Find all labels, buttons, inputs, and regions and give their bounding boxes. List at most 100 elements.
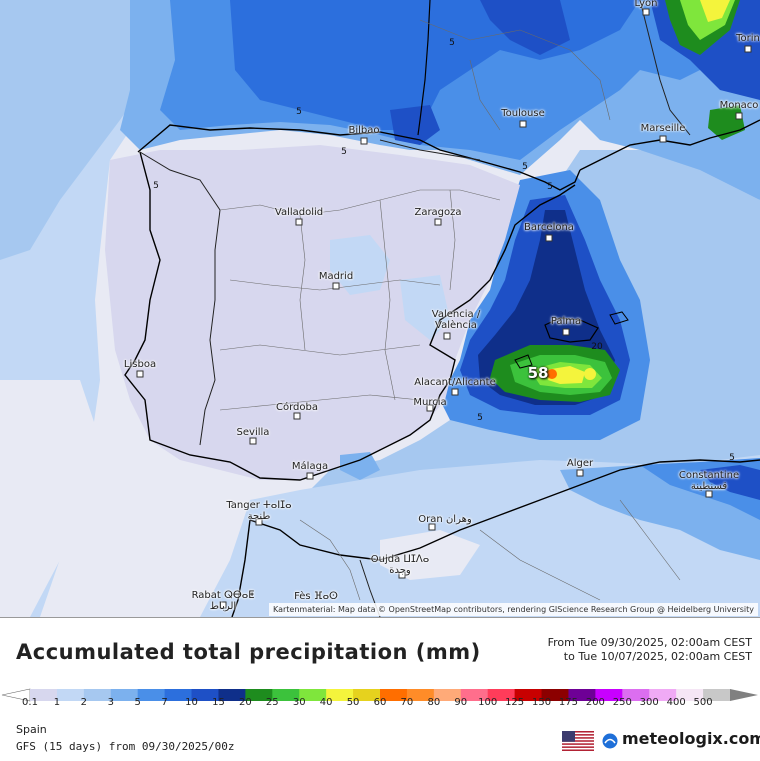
colorbar-swatch [460, 689, 489, 701]
colorbar-swatch [380, 689, 408, 701]
legend-colorbar [1, 688, 758, 702]
portugal-border [139, 151, 221, 446]
city-marker [136, 370, 144, 378]
city-marker [735, 112, 743, 120]
city-marker [744, 45, 752, 53]
malaga-precip [340, 452, 380, 480]
city-marker [705, 490, 713, 498]
region-name: Spain [16, 723, 47, 736]
colorbar-swatch [110, 689, 139, 701]
model-run-info: GFS (15 days) from 09/30/2025/00z [16, 740, 235, 753]
colorbar-swatch [272, 689, 300, 701]
colorbar-swatch [595, 689, 623, 701]
colorbar-tick-label: 60 [373, 697, 387, 708]
colorbar-swatch [676, 689, 704, 701]
colorbar-tick-label: 50 [346, 697, 360, 708]
city-label-murcia: Murcia [413, 397, 447, 408]
city-label-marseille: Marseille [640, 123, 686, 134]
atlantic-light-area [0, 380, 100, 617]
colorbar-tick-label: 10 [185, 697, 198, 708]
city-marker [255, 518, 263, 526]
colorbar-tick-label: 7 [161, 697, 168, 708]
city-marker [576, 469, 584, 477]
brand-name[interactable]: meteologix.com [622, 729, 760, 748]
city-label-valencia: Valencia / València [431, 309, 481, 331]
city-label-alger: Alger [566, 458, 594, 469]
city-marker [434, 218, 442, 226]
city-label-rabat: Rabat ⵕⴱⴰⵟ الرباط [191, 590, 255, 612]
colorbar-tick-label: 200 [585, 697, 605, 708]
city-marker [293, 412, 301, 420]
regional-borders [219, 19, 681, 601]
city-marker [332, 282, 340, 290]
iberia-precip-0.1mm [105, 145, 520, 480]
map-attribution: Kartenmaterial: Map data © OpenStreetMap… [268, 603, 758, 616]
africa-light-area [380, 530, 480, 580]
contour-label: 5 [296, 107, 302, 117]
biscay-precip-10mm [390, 105, 440, 145]
city-label-oran: Oran وهران [418, 514, 472, 525]
colorbar-swatch [487, 689, 516, 701]
city-label-valladolid: Valladolid [274, 207, 324, 218]
colorbar-swatch [514, 689, 543, 701]
colorbar-tick-label: 0.1 [22, 697, 38, 708]
contour-label: 5 [341, 147, 347, 157]
colorbar-arrow-high [730, 689, 758, 701]
colorbar-swatch [218, 689, 246, 701]
colorbar-swatch [568, 689, 596, 701]
colorbar-swatch [137, 689, 166, 701]
constantine-precip-10mm [700, 465, 760, 500]
us-flag-icon[interactable] [562, 731, 594, 751]
colorbar-swatch [83, 689, 112, 701]
colorbar-swatch [353, 689, 381, 701]
city-marker [562, 328, 570, 336]
precipitation-map[interactable]: 5 5 5 5 5 5 5 20 5 58 Lyon Torin Toulous… [0, 0, 760, 617]
menorca-coast [609, 311, 629, 325]
colorbar-tick-label: 25 [265, 697, 279, 708]
colorbar-tick-label: 90 [454, 697, 468, 708]
colorbar-swatch [299, 689, 327, 701]
colorbar-tick-label: 175 [558, 697, 578, 708]
city-marker [295, 218, 303, 226]
colorbar-swatch [245, 689, 273, 701]
colorbar-tick-label: 100 [478, 697, 498, 708]
city-marker [428, 523, 436, 531]
north-coastline [137, 124, 581, 191]
city-marker [642, 8, 650, 16]
madrid-precip [330, 235, 390, 295]
city-label-torin: Torin [736, 33, 760, 44]
colorbar-swatch [622, 689, 650, 701]
city-label-constantine: Constantine قسنطينة [678, 470, 740, 492]
city-marker [519, 120, 527, 128]
city-marker [306, 472, 314, 480]
city-label-toulouse: Toulouse [501, 108, 545, 119]
colorbar-tick-label: 15 [212, 697, 225, 708]
colorbar-swatch [30, 689, 58, 701]
colorbar-swatch [406, 689, 435, 701]
colorbar-swatch [164, 689, 193, 701]
colorbar-tick-label: 2 [80, 697, 88, 708]
contour-label: 5 [153, 181, 159, 191]
morocco-atlantic-coast [231, 519, 251, 617]
colorbar-tick-label: 300 [639, 697, 659, 708]
map-canvas [0, 0, 760, 617]
colorbar-swatch [191, 689, 219, 701]
city-label-lyon: Lyon [634, 0, 658, 9]
city-marker [219, 601, 227, 609]
colorbar-tick-label: 400 [666, 697, 686, 708]
contour-label: 5 [522, 162, 528, 172]
mallorca-coast [544, 317, 599, 343]
france-italy-border [639, 0, 691, 136]
colorbar-tick-label: 125 [505, 697, 525, 708]
city-marker [398, 571, 406, 579]
contour-label: 5 [449, 38, 455, 48]
colorbar-tick-label: 40 [319, 697, 333, 708]
med-precip-40mm-east [584, 368, 596, 380]
city-label-tanger: Tanger ⵜⴰⵏⵊⴰ طنجة [226, 500, 292, 522]
colorbar-swatch [703, 689, 731, 701]
city-label-oujda: Oujda ⵡⵊⴷⴰ وجدة [370, 554, 430, 576]
colorbar-tick-label: 80 [427, 697, 441, 708]
colorbar-swatch [433, 689, 462, 701]
city-label-barcelona: Barcelona [524, 222, 574, 233]
ibiza-coast [514, 354, 533, 369]
